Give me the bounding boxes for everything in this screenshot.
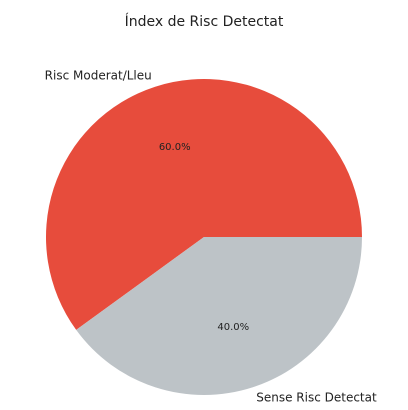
slice-label: Risc Moderat/Lleu	[45, 69, 152, 83]
value-label: 60.0%	[159, 142, 191, 153]
value-label: 40.0%	[217, 322, 249, 333]
pie-slice	[45, 79, 362, 330]
slice-label: Sense Risc Detectat	[256, 390, 377, 404]
pie-slice	[76, 237, 362, 395]
chart-title: Índex de Risc Detectat	[125, 13, 284, 30]
